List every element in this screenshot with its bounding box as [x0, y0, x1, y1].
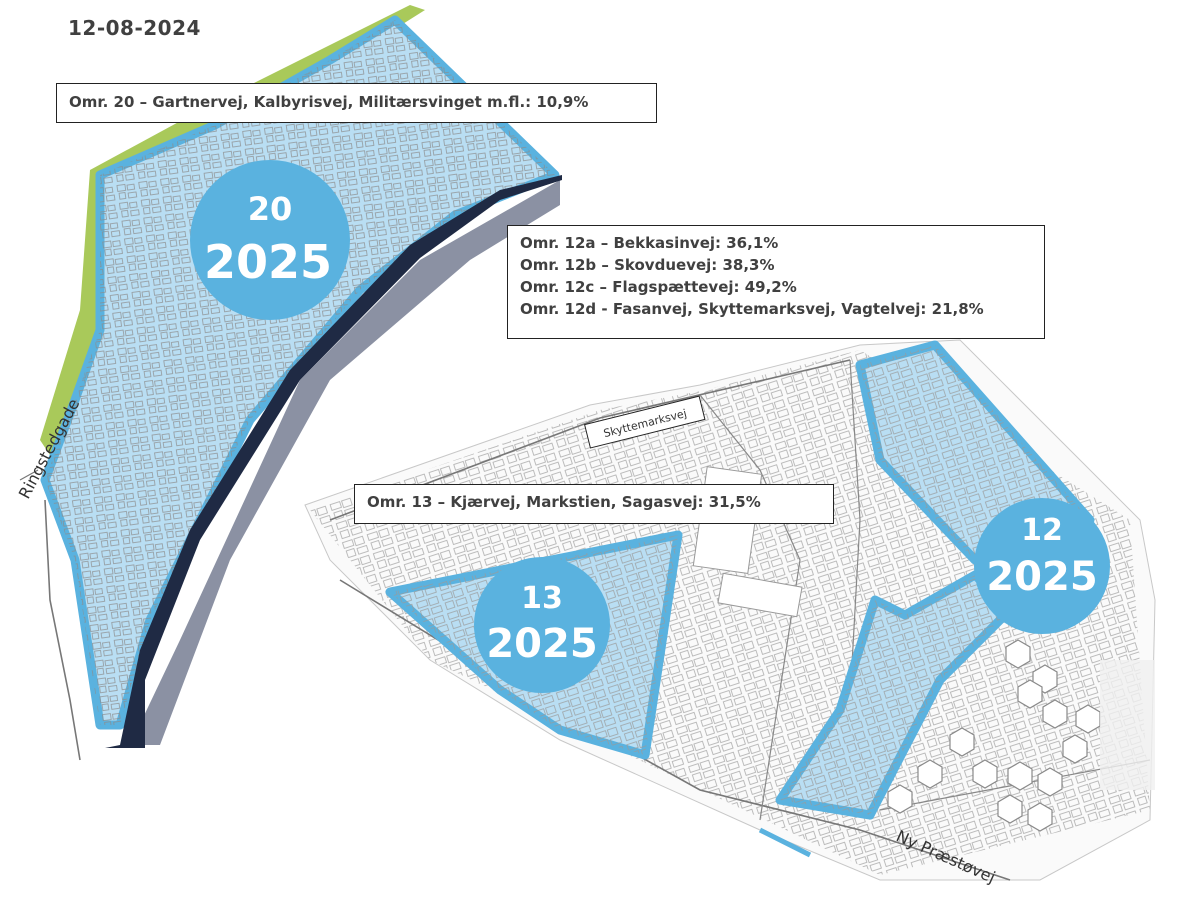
info-line: Omr. 12c – Flagspættevej: 49,2% — [520, 278, 797, 296]
area-13-badge: 13 2025 — [474, 557, 610, 693]
hexagon-buildings — [887, 639, 1101, 832]
info-line: Omr. 12a – Bekkasinvej: 36,1% — [520, 234, 779, 252]
area-12-number: 12 — [1021, 513, 1063, 548]
info-line: Omr. 12b – Skovduevej: 38,3% — [520, 256, 775, 274]
area-20-year: 2025 — [204, 235, 332, 289]
info-box-area-20: Omr. 20 – Gartnervej, Kalbyrisvej, Milit… — [56, 83, 657, 123]
info-line: Omr. 12d - Fasanvej, Skyttemarksvej, Vag… — [520, 300, 984, 318]
info-line: Omr. 20 – Gartnervej, Kalbyrisvej, Milit… — [69, 93, 589, 111]
info-box-area-12: Omr. 12a – Bekkasinvej: 36,1% Omr. 12b –… — [507, 225, 1045, 339]
area-13-number: 13 — [521, 581, 563, 616]
info-box-area-13: Omr. 13 – Kjærvej, Markstien, Sagasvej: … — [354, 484, 834, 524]
area-20-badge: 20 2025 — [190, 160, 350, 320]
info-line: Omr. 13 – Kjærvej, Markstien, Sagasvej: … — [367, 493, 761, 511]
date-label: 12-08-2024 — [68, 16, 201, 40]
area-13-year: 2025 — [486, 621, 597, 667]
area-12-badge: 12 2025 — [974, 498, 1110, 634]
area-20-number: 20 — [248, 190, 293, 228]
area-12-year: 2025 — [986, 554, 1097, 600]
